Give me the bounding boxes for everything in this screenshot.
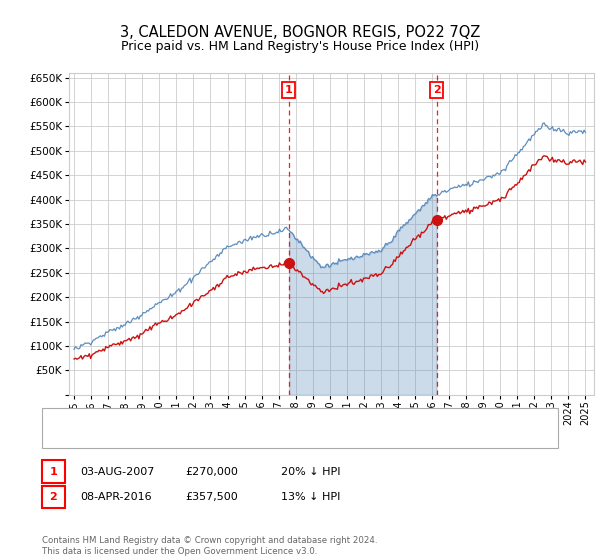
Text: Contains HM Land Registry data © Crown copyright and database right 2024.
This d: Contains HM Land Registry data © Crown c… — [42, 536, 377, 556]
Text: Price paid vs. HM Land Registry's House Price Index (HPI): Price paid vs. HM Land Registry's House … — [121, 40, 479, 53]
Text: 08-APR-2016: 08-APR-2016 — [80, 492, 151, 502]
Text: 1: 1 — [284, 85, 292, 95]
Text: HPI: Average price, detached house, Arun: HPI: Average price, detached house, Arun — [87, 433, 305, 443]
Text: ——: —— — [51, 413, 76, 426]
Text: £270,000: £270,000 — [185, 466, 238, 477]
Text: ——: —— — [51, 431, 76, 445]
Text: 3, CALEDON AVENUE, BOGNOR REGIS, PO22 7QZ (detached house): 3, CALEDON AVENUE, BOGNOR REGIS, PO22 7Q… — [87, 415, 439, 425]
Text: 2: 2 — [50, 492, 57, 502]
Text: 2: 2 — [433, 85, 440, 95]
Text: 13% ↓ HPI: 13% ↓ HPI — [281, 492, 340, 502]
Text: 03-AUG-2007: 03-AUG-2007 — [80, 466, 154, 477]
Text: 3, CALEDON AVENUE, BOGNOR REGIS, PO22 7QZ: 3, CALEDON AVENUE, BOGNOR REGIS, PO22 7Q… — [120, 25, 480, 40]
Text: £357,500: £357,500 — [185, 492, 238, 502]
Text: 20% ↓ HPI: 20% ↓ HPI — [281, 466, 340, 477]
Text: 1: 1 — [50, 466, 57, 477]
